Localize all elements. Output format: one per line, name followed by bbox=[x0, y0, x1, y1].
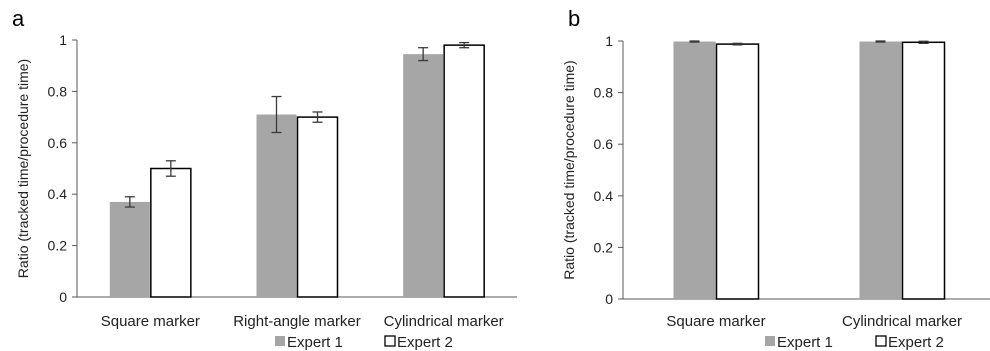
panel-b-y-tick-label: 0.6 bbox=[594, 136, 614, 152]
panel-a-y-tick-label: 0.8 bbox=[48, 83, 68, 99]
panel-b-y-tick-label: 1 bbox=[605, 33, 613, 49]
panel-b-bar-1 bbox=[673, 41, 716, 300]
panel-b-legend-label: Expert 2 bbox=[888, 334, 944, 351]
panel-b-legend-label: Expert 1 bbox=[777, 334, 833, 351]
panel-a-legend-swatch bbox=[275, 336, 285, 346]
panel-b-y-tick-label: 0.2 bbox=[594, 239, 614, 255]
panel-a-y-tick-label: 0.2 bbox=[48, 238, 68, 254]
panel-b-bar-1 bbox=[859, 41, 902, 300]
panel-a-category-label: Square marker bbox=[101, 313, 200, 330]
panel-a-legend-label: Expert 1 bbox=[287, 334, 343, 351]
panel-b-y-axis-label: Ratio (tracked time/procedure time) bbox=[561, 60, 577, 279]
panel-a-y-tick-label: 0.4 bbox=[48, 186, 68, 202]
panel-a-bar-2 bbox=[443, 44, 485, 298]
panel-a-letter: a bbox=[12, 6, 25, 31]
panel-a-bar-2 bbox=[150, 167, 192, 298]
panel-b-bar-2 bbox=[901, 41, 946, 300]
panel-a-category-label: Cylindrical marker bbox=[384, 313, 504, 330]
panel-a-category-label: Right-angle marker bbox=[233, 313, 361, 330]
panel-a-bar-1 bbox=[256, 114, 297, 297]
panel-b-bar-2 bbox=[715, 43, 760, 300]
panel-a-y-tick-label: 0 bbox=[59, 289, 67, 305]
panel-b-letter: b bbox=[568, 6, 580, 31]
panel-b-category-label: Cylindrical marker bbox=[842, 313, 962, 330]
panel-a-bar-2 bbox=[296, 116, 339, 298]
panel-b-category-label: Square marker bbox=[666, 313, 765, 330]
panel-a-bar-1 bbox=[109, 201, 150, 297]
panel-b-y-tick-label: 0.8 bbox=[594, 85, 614, 101]
panel-b-y-tick-label: 0.4 bbox=[594, 188, 614, 204]
panel-a-y-axis-label: Ratio (tracked time/procedure time) bbox=[15, 59, 31, 278]
panel-a-bar-1 bbox=[403, 54, 444, 298]
panel-b-y-tick-label: 0 bbox=[605, 291, 613, 307]
panel-b-legend-swatch bbox=[875, 335, 887, 347]
panel-a-legend-label: Expert 2 bbox=[397, 334, 453, 351]
panel-a-y-tick-label: 1 bbox=[59, 32, 67, 48]
panel-b-legend-swatch bbox=[765, 336, 775, 346]
panel-a-y-tick-label: 0.6 bbox=[48, 135, 68, 151]
panel-a-legend-swatch bbox=[384, 335, 396, 347]
